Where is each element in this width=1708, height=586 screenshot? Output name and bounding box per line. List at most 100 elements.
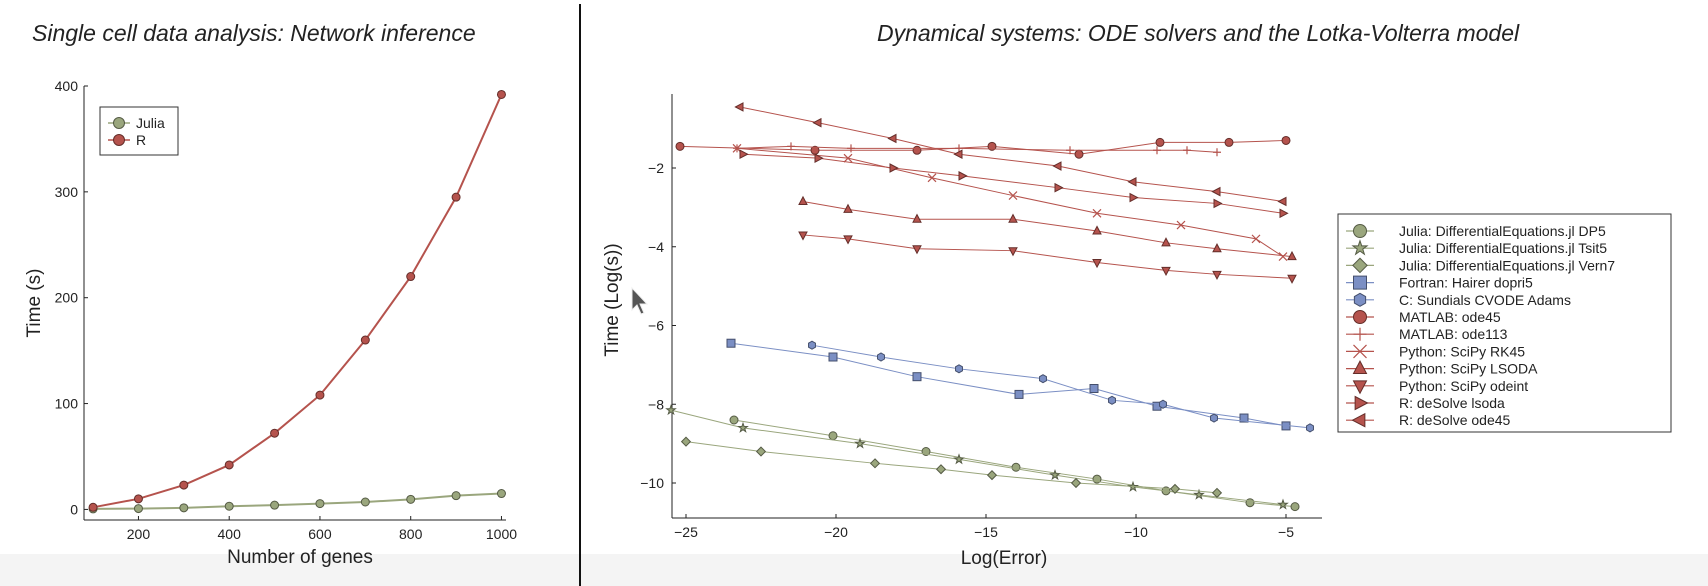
- right-legend-marker: [1353, 327, 1367, 341]
- right-data-point: [1213, 198, 1223, 209]
- right-data-point: [1052, 161, 1062, 171]
- right-y-tick-label: −10: [640, 475, 664, 491]
- right-data-point: [1211, 186, 1221, 197]
- right-data-point: [1245, 498, 1255, 508]
- right-data-point: [1092, 208, 1102, 218]
- right-x-tick-label: −5: [1278, 524, 1294, 540]
- left-legend-marker: [113, 134, 125, 146]
- left-x-tick-label: 600: [308, 526, 332, 542]
- right-legend-label: MATLAB: ode113: [1399, 326, 1508, 342]
- right-data-point: [912, 245, 922, 255]
- left-x-tick-label: 800: [399, 526, 423, 542]
- right-data-point: [935, 464, 947, 475]
- right-data-point: [808, 340, 816, 350]
- right-x-tick-label: −15: [974, 524, 998, 540]
- right-data-point: [912, 213, 922, 223]
- right-data-point: [889, 163, 899, 173]
- right-data-point: [828, 431, 838, 441]
- right-data-point: [953, 149, 963, 160]
- left-legend-label: R: [136, 132, 146, 148]
- right-data-point: [955, 364, 963, 374]
- right-series-line: [736, 147, 1284, 258]
- right-data-point: [987, 141, 997, 151]
- left-data-point: [315, 390, 325, 400]
- left-x-axis-label: Number of genes: [227, 547, 373, 568]
- right-data-point: [726, 338, 736, 348]
- right-legend-label: Fortran: Hairer dopri5: [1399, 275, 1533, 291]
- right-data-point: [1210, 413, 1218, 423]
- right-data-point: [739, 149, 749, 160]
- right-data-point: [854, 437, 866, 449]
- right-x-axis-label: Log(Error): [961, 548, 1048, 569]
- right-data-point: [1161, 266, 1171, 277]
- left-y-tick-label: 300: [55, 184, 79, 200]
- right-series-line: [685, 441, 1218, 494]
- right-data-point: [1287, 274, 1297, 284]
- left-chart: 200 400 600 800 1000 0 100 200 300 400 Number of g…: [24, 78, 517, 568]
- right-legend-label: Python: SciPy LSODA: [1399, 361, 1538, 377]
- right-legend-marker: [1353, 344, 1367, 359]
- right-legend-label: Julia: DifferentialEquations.jl Vern7: [1399, 257, 1615, 273]
- right-series-line: [670, 409, 1284, 506]
- left-legend-marker: [113, 117, 125, 129]
- right-x-tick-label: −10: [1124, 524, 1148, 540]
- left-data-point: [270, 428, 280, 438]
- right-chart: −25 −20 −15 −10 −5 −10 −8 −6 −4 −2 Log(Error) Time …: [602, 94, 1672, 569]
- right-data-point: [1183, 146, 1191, 155]
- right-legend-label: Python: SciPy RK45: [1399, 343, 1525, 359]
- right-panel-title: Dynamical systems: ODE solvers and the L…: [877, 20, 1520, 46]
- right-data-point: [1074, 149, 1084, 159]
- left-data-point: [179, 480, 189, 490]
- right-legend-marker: [1353, 224, 1367, 238]
- right-data-point: [1070, 477, 1082, 489]
- right-data-point: [1129, 192, 1139, 203]
- right-x-tick-label: −25: [674, 524, 698, 540]
- left-data-point: [496, 489, 506, 499]
- right-data-point: [1290, 502, 1300, 512]
- right-data-point: [958, 171, 968, 181]
- right-y-axis-label: Time (Log(s)): [602, 243, 623, 356]
- right-data-point: [1161, 237, 1171, 247]
- right-legend-marker: [1353, 292, 1367, 307]
- right-data-point: [1251, 234, 1261, 244]
- left-data-point: [133, 494, 143, 504]
- right-legend-label: Julia: DifferentialEquations.jl DP5: [1399, 223, 1606, 239]
- right-data-point: [1008, 247, 1018, 257]
- right-data-point: [1193, 488, 1205, 500]
- right-data-point: [1049, 468, 1061, 481]
- left-data-point: [133, 504, 143, 514]
- right-data-point: [843, 235, 853, 245]
- right-data-point: [787, 142, 795, 151]
- right-legend-marker: [1351, 239, 1369, 256]
- right-data-point: [1279, 208, 1289, 219]
- left-data-point: [360, 497, 370, 507]
- right-data-point: [812, 117, 822, 128]
- right-y-tick-label: −4: [648, 239, 664, 255]
- right-data-point: [675, 141, 685, 151]
- left-data-point: [451, 491, 461, 501]
- left-series-line: [92, 94, 503, 509]
- left-data-point: [496, 89, 506, 99]
- right-data-point: [734, 102, 744, 112]
- left-y-tick-label: 200: [55, 290, 79, 306]
- right-series-line: [733, 419, 1296, 508]
- right-legend-marker: [1351, 412, 1366, 428]
- right-data-point: [1092, 225, 1102, 235]
- left-data-point: [315, 499, 325, 509]
- right-series-line: [742, 153, 1284, 214]
- right-data-point: [912, 372, 922, 382]
- right-legend-label: R: deSolve lsoda: [1399, 395, 1505, 411]
- right-legend-label: Julia: DifferentialEquations.jl Tsit5: [1399, 240, 1607, 256]
- left-data-point: [224, 501, 234, 511]
- right-data-point: [1277, 498, 1289, 510]
- right-data-point: [843, 153, 853, 163]
- right-data-point: [1008, 213, 1018, 223]
- right-y-tick-label: −8: [648, 396, 664, 412]
- right-series-line: [802, 200, 1293, 258]
- right-data-point: [1159, 399, 1167, 409]
- right-data-point: [1092, 259, 1102, 269]
- left-series-line: [93, 492, 502, 510]
- right-data-point: [1089, 384, 1099, 393]
- right-data-point: [1277, 196, 1287, 207]
- right-data-point: [1239, 413, 1249, 423]
